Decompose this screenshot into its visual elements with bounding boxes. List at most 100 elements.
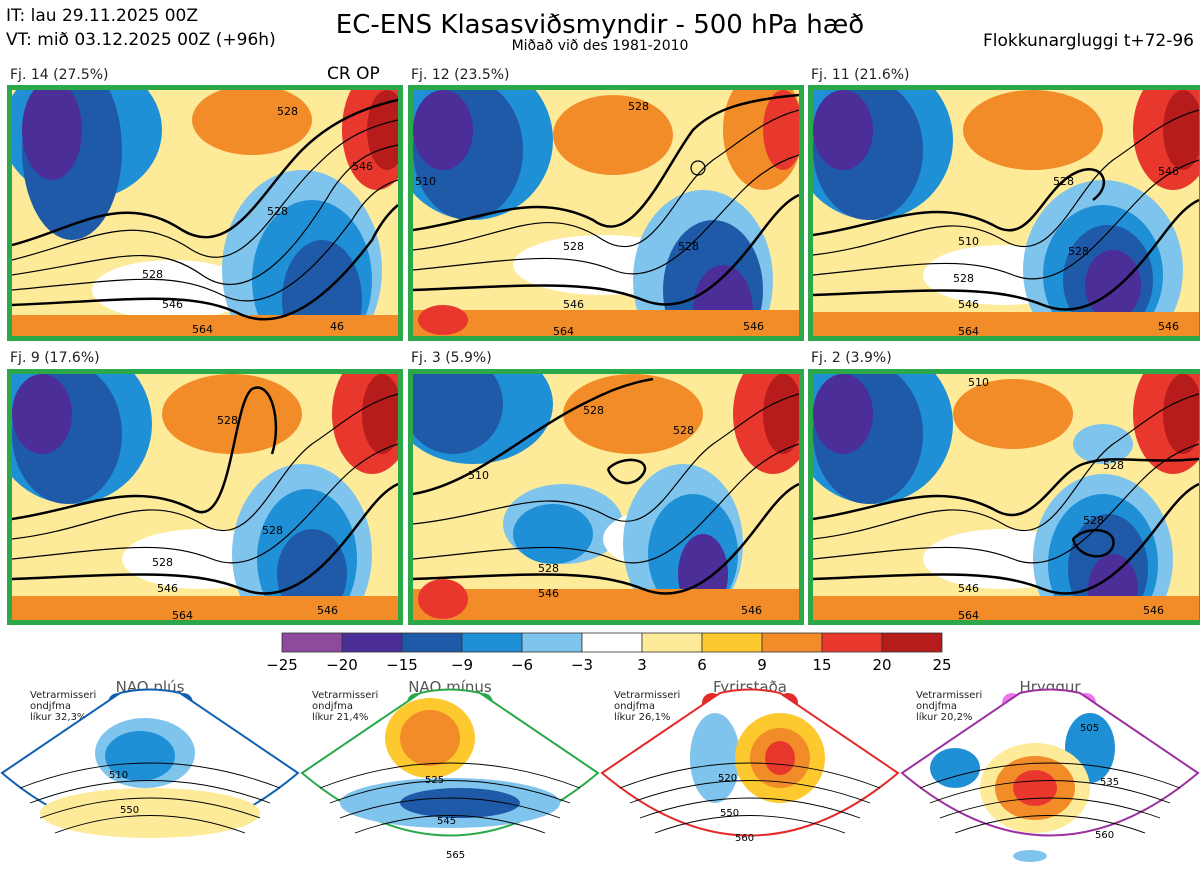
colorbar-tick-label: −15 bbox=[386, 656, 418, 674]
colorbar-tick-label: 20 bbox=[872, 656, 892, 674]
contour-label: 528 bbox=[673, 424, 694, 437]
regime-probability: líkur 32,3% bbox=[30, 712, 87, 723]
panel-label: Fj. 9 (17.6%) bbox=[10, 350, 100, 366]
regime-contour-label: 560 bbox=[1095, 830, 1114, 841]
regime-months: ondjfma bbox=[30, 701, 71, 712]
regime-nao-minus: NAO mínus Vetrarmisseri ondjfma líkur 21… bbox=[300, 678, 600, 871]
regime-season: Vetrarmisseri bbox=[30, 690, 97, 701]
regime-contour-label: 525 bbox=[425, 775, 444, 786]
contour-label: 564 bbox=[192, 323, 213, 336]
regime-probability: líkur 21,4% bbox=[312, 712, 369, 723]
contour-label: 528 bbox=[1103, 459, 1124, 472]
contour-label: 510 bbox=[968, 376, 989, 389]
regime-nao-plus: NAO plús Vetrarmisseri ondjfma líkur 32,… bbox=[0, 678, 300, 871]
contour-label: 528 bbox=[152, 556, 173, 569]
colorbar-segment bbox=[761, 632, 823, 653]
colorbar-tick-label: 15 bbox=[812, 656, 832, 674]
panel-label: Fj. 3 (5.9%) bbox=[411, 350, 492, 366]
contour-label: 546 bbox=[1158, 320, 1179, 333]
colorbar-segment bbox=[701, 632, 763, 653]
regime-season: Vetrarmisseri bbox=[312, 690, 379, 701]
contour-label: 546 bbox=[162, 298, 183, 311]
contour-label: 528 bbox=[563, 240, 584, 253]
colorbar-tick-label: −3 bbox=[570, 656, 594, 674]
contour-label: 546 bbox=[1158, 165, 1179, 178]
contour-label: 528 bbox=[538, 562, 559, 575]
regime-probability: líkur 20,2% bbox=[916, 712, 973, 723]
contour-label: 528 bbox=[267, 205, 288, 218]
contour-label: 528 bbox=[142, 268, 163, 281]
page-subtitle: Miðað við des 1981-2010 bbox=[511, 38, 689, 54]
regime-blocking: Fyrirstaða Vetrarmisseri ondjfma líkur 2… bbox=[600, 678, 900, 871]
control-tag: CR OP bbox=[327, 64, 380, 84]
colorbar-tick-label: 9 bbox=[757, 656, 767, 674]
colorbar-tick-label: −20 bbox=[326, 656, 358, 674]
contour-label: 546 bbox=[352, 160, 373, 173]
contour-label: 510 bbox=[415, 175, 436, 188]
initial-time: IT: lau 29.11.2025 00Z bbox=[6, 6, 198, 26]
regime-contour-label: 510 bbox=[109, 770, 128, 781]
regime-season: Vetrarmisseri bbox=[916, 690, 983, 701]
colorbar-segment bbox=[401, 632, 463, 653]
regime-info: Vetrarmisseri ondjfma líkur 20,2% bbox=[916, 690, 982, 723]
contour-label: 510 bbox=[468, 469, 489, 482]
contour-label: 546 bbox=[157, 582, 178, 595]
contour-label: 528 bbox=[678, 240, 699, 253]
regime-contour-label: 565 bbox=[446, 850, 465, 861]
contour-label: 528 bbox=[1083, 514, 1104, 527]
contour-label: 546 bbox=[743, 320, 764, 333]
regime-contour-label: 550 bbox=[120, 805, 139, 816]
colorbar-segment bbox=[821, 632, 883, 653]
colorbar-tick-label: −6 bbox=[510, 656, 534, 674]
regime-season: Vetrarmisseri bbox=[614, 690, 681, 701]
contour-label: 528 bbox=[628, 100, 649, 113]
cluster-map-panel: 528 528 546 528 546 564 46 bbox=[7, 85, 403, 341]
colorbar-segment bbox=[461, 632, 523, 653]
regime-info: Vetrarmisseri ondjfma líkur 21,4% bbox=[312, 690, 378, 723]
cluster-map-panel: 528 528 528 546 564 546 bbox=[7, 369, 403, 625]
contour-label: 564 bbox=[958, 609, 979, 620]
colorbar-tick-label: −25 bbox=[266, 656, 298, 674]
contour-label: 46 bbox=[330, 320, 344, 333]
panel-label: Fj. 12 (23.5%) bbox=[411, 67, 510, 83]
valid-time: VT: mið 03.12.2025 00Z (+96h) bbox=[6, 30, 276, 50]
contour-label: 546 bbox=[958, 582, 979, 595]
regime-months: ondjfma bbox=[916, 701, 957, 712]
regime-contour-label: 550 bbox=[720, 808, 739, 819]
regime-contour-label: 505 bbox=[1080, 723, 1099, 734]
colorbar-segment bbox=[281, 632, 343, 653]
contour-label: 510 bbox=[958, 235, 979, 248]
contour-label: 546 bbox=[741, 604, 762, 617]
regime-contour-label: 545 bbox=[437, 816, 456, 827]
regime-months: ondjfma bbox=[312, 701, 353, 712]
colorbar-segment bbox=[641, 632, 703, 653]
contour-label: 528 bbox=[1068, 245, 1089, 258]
regime-contour-label: 520 bbox=[718, 773, 737, 784]
contour-label: 528 bbox=[1053, 175, 1074, 188]
contour-label: 546 bbox=[317, 604, 338, 617]
contour-label: 528 bbox=[217, 414, 238, 427]
colorbar-tick-label: 6 bbox=[697, 656, 707, 674]
classification-window: Flokkunargluggi t+72-96 bbox=[982, 31, 1194, 51]
colorbar-tick-label: −9 bbox=[450, 656, 474, 674]
panel-label: Fj. 11 (21.6%) bbox=[811, 67, 910, 83]
cluster-map-panel: 528 528 546 510 528 546 564 546 bbox=[808, 85, 1200, 341]
contour-label: 564 bbox=[172, 609, 193, 620]
contour-label: 528 bbox=[953, 272, 974, 285]
page-title: EC-ENS Klasasviðsmyndir - 500 hPa hæð bbox=[335, 10, 865, 40]
cluster-map-panel: 528 510 528 546 528 546 bbox=[408, 369, 804, 625]
contour-label: 528 bbox=[277, 105, 298, 118]
contour-label: 528 bbox=[583, 404, 604, 417]
regime-months: ondjfma bbox=[614, 701, 655, 712]
regime-contour-label: 535 bbox=[1100, 777, 1119, 788]
contour-label: 546 bbox=[958, 298, 979, 311]
regime-info: Vetrarmisseri ondjfma líkur 26,1% bbox=[614, 690, 680, 723]
contour-label: 564 bbox=[553, 325, 574, 336]
panel-label: Fj. 14 (27.5%) bbox=[10, 67, 109, 83]
colorbar-tick-label: 3 bbox=[637, 656, 647, 674]
contour-label: 546 bbox=[538, 587, 559, 600]
regime-contour-label: 560 bbox=[735, 833, 754, 844]
cluster-map-panel: 510 528 528 546 564 546 bbox=[808, 369, 1200, 625]
regime-probability: líkur 26,1% bbox=[614, 712, 671, 723]
contour-label: 528 bbox=[262, 524, 283, 537]
